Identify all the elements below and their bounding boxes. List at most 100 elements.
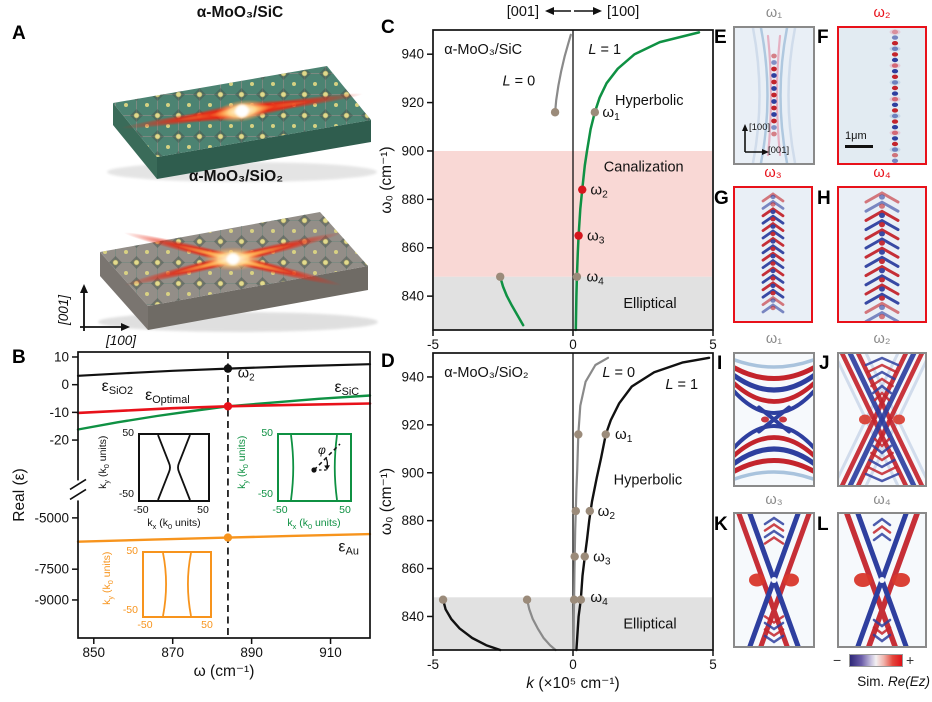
C-y-title: ω₀ (cm⁻¹) — [378, 146, 395, 213]
field-map-G — [735, 188, 811, 321]
axis-100-label: [100] — [105, 333, 137, 348]
caption-italic: Re(Ez) — [887, 674, 930, 689]
D-label: Hyperbolic — [614, 473, 683, 489]
omega-label-F: ω₂ — [873, 5, 891, 21]
inset-green-ymin: -50 — [257, 488, 273, 500]
panel-letter-H: H — [817, 188, 831, 209]
panel-letter-C: C — [381, 17, 395, 38]
field-panel-L — [837, 512, 927, 648]
D-label: Elliptical — [623, 616, 676, 632]
D-label: L = 1 — [665, 377, 698, 393]
svg-text:880: 880 — [401, 513, 424, 528]
colorbar-caption: Sim. Re(Ez) — [808, 674, 930, 689]
inset-green-phi: φ — [318, 443, 326, 457]
D-dot-omega2-L1 — [585, 506, 594, 516]
svg-text:860: 860 — [401, 561, 424, 576]
omega-label-H: ω₄ — [873, 165, 891, 181]
B-dot- — [223, 364, 233, 373]
svg-text:0: 0 — [569, 657, 577, 672]
panel-letter-F: F — [817, 27, 829, 48]
header-100: [100] — [607, 4, 639, 20]
inset-black-xlabel: kx (k0 units) — [147, 517, 201, 532]
svg-text:0: 0 — [569, 337, 577, 352]
scalebar-label: 1μm — [845, 130, 867, 142]
D-label: ω2 — [598, 503, 616, 522]
B-label: εSiC — [334, 379, 359, 398]
C-dot-omega1-L1 — [590, 108, 600, 117]
header-001: [001] — [507, 4, 539, 20]
axis-001-label: [001] — [56, 294, 71, 326]
svg-text:-5: -5 — [427, 337, 439, 352]
svg-text:-10: -10 — [49, 405, 69, 420]
C-dot-omega4 — [572, 272, 582, 281]
svg-text:940: 940 — [401, 47, 424, 62]
svg-text:910: 910 — [319, 645, 342, 660]
C-label: ω2 — [590, 182, 608, 201]
panel-letter-A: A — [12, 23, 26, 44]
field-map-E — [735, 28, 813, 163]
field-panel-J — [837, 352, 927, 487]
colorbar-minus: − — [833, 652, 842, 668]
crystal-axes — [80, 284, 130, 331]
D-dot-omega4-left-gray — [522, 595, 532, 604]
slab-sio2 — [98, 212, 378, 332]
inset-black-xmin: -50 — [133, 504, 149, 516]
svg-text:-5000: -5000 — [34, 510, 69, 525]
C-label: α-MoO₃/SiC — [444, 42, 522, 58]
C-label: Hyperbolic — [615, 93, 684, 109]
B-label: εOptimal — [145, 387, 190, 406]
panel-letter-B: B — [12, 347, 26, 368]
C-dot-omega4-left — [496, 272, 505, 281]
B-x-title: ω (cm⁻¹) — [194, 663, 255, 680]
svg-text:850: 850 — [83, 645, 106, 660]
svg-text:5: 5 — [709, 657, 717, 672]
panel-letter-E: E — [714, 27, 727, 48]
field-axis-100: [100] — [749, 122, 771, 133]
svg-text:0: 0 — [61, 377, 69, 392]
B-dot- — [223, 402, 233, 411]
slab-sic — [107, 66, 377, 182]
C-label: L = 0 — [503, 74, 536, 90]
C-curve-elliptical-branch — [498, 275, 525, 327]
D-dot-omega1-L1 — [601, 430, 610, 439]
panel-a-title-sic: α-MoO₃/SiC — [197, 4, 283, 21]
D-curve-elliptical-left-gray — [526, 598, 557, 652]
svg-text:-9000: -9000 — [34, 592, 69, 607]
D-dot-omega4-L1 — [576, 595, 586, 604]
B-label: ω2 — [238, 365, 255, 383]
svg-text:-7500: -7500 — [34, 562, 69, 577]
svg-text:920: 920 — [401, 417, 424, 432]
svg-text:840: 840 — [401, 609, 424, 624]
panel-letter-J: J — [819, 353, 830, 374]
colorbar-gradient — [849, 654, 903, 667]
omega-label-K: ω₃ — [765, 492, 783, 508]
C-dot-omega1-L0 — [550, 108, 560, 117]
B-curve-eps-SiC — [76, 394, 372, 431]
D-dot-omega4-left-black — [438, 595, 448, 604]
field-axis-001: [001] — [768, 145, 790, 156]
panel-letter-I: I — [717, 353, 723, 374]
svg-text:-5: -5 — [427, 657, 439, 672]
C-label: ω3 — [587, 227, 605, 246]
panel-letter-L: L — [817, 514, 829, 535]
inset-orange-xmin: -50 — [137, 619, 153, 631]
inset-black-ymax: 50 — [122, 427, 134, 439]
C-curve-L0-gray — [554, 33, 572, 114]
D-label: ω1 — [615, 426, 633, 445]
D-label: ω4 — [590, 589, 608, 608]
inset-green-xmin: -50 — [272, 504, 288, 516]
svg-text:920: 920 — [401, 95, 424, 110]
inset-black-xmax: 50 — [197, 504, 209, 516]
B-label: εSiO2 — [102, 378, 133, 397]
inset-ifc-sio2-curves — [138, 433, 210, 502]
caption-prefix: Sim. — [857, 674, 888, 689]
field-panel-I — [733, 352, 815, 487]
field-panel-H — [837, 186, 927, 323]
field-map-K — [735, 514, 813, 646]
inset-orange-xmax: 50 — [201, 619, 213, 631]
hyperbolic-rays — [124, 232, 342, 286]
inset-orange-ymax: 50 — [126, 545, 138, 557]
